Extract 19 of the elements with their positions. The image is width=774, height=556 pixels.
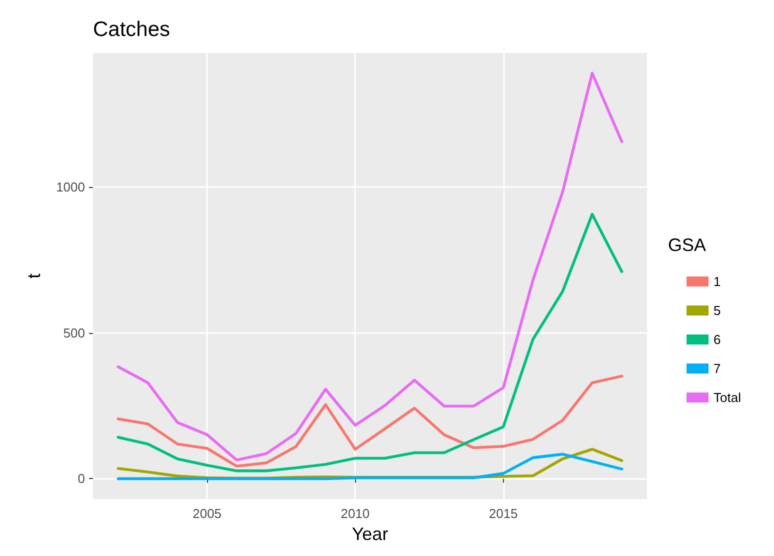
- line-series: [116, 72, 624, 462]
- line-series: [116, 452, 624, 480]
- legend-label: 1: [714, 274, 721, 289]
- y-tick-label: 500: [63, 325, 85, 340]
- legend-title: GSA: [668, 235, 706, 255]
- legend-label: 6: [714, 332, 721, 347]
- y-axis-title: t: [24, 274, 44, 279]
- y-tick-label: 1000: [56, 180, 85, 195]
- chart-title: Catches: [93, 18, 170, 41]
- legend-label: 5: [714, 303, 721, 318]
- line-series: [116, 212, 624, 472]
- y-tick-label: 0: [78, 471, 85, 486]
- legend-label: Total: [714, 390, 742, 405]
- line-series: [116, 374, 624, 468]
- x-tick-label: 2010: [340, 506, 370, 522]
- x-tick-label: 2005: [192, 506, 222, 522]
- x-axis-title: Year: [352, 524, 388, 544]
- legend-label: 7: [714, 361, 721, 376]
- x-tick-label: 2015: [488, 506, 518, 522]
